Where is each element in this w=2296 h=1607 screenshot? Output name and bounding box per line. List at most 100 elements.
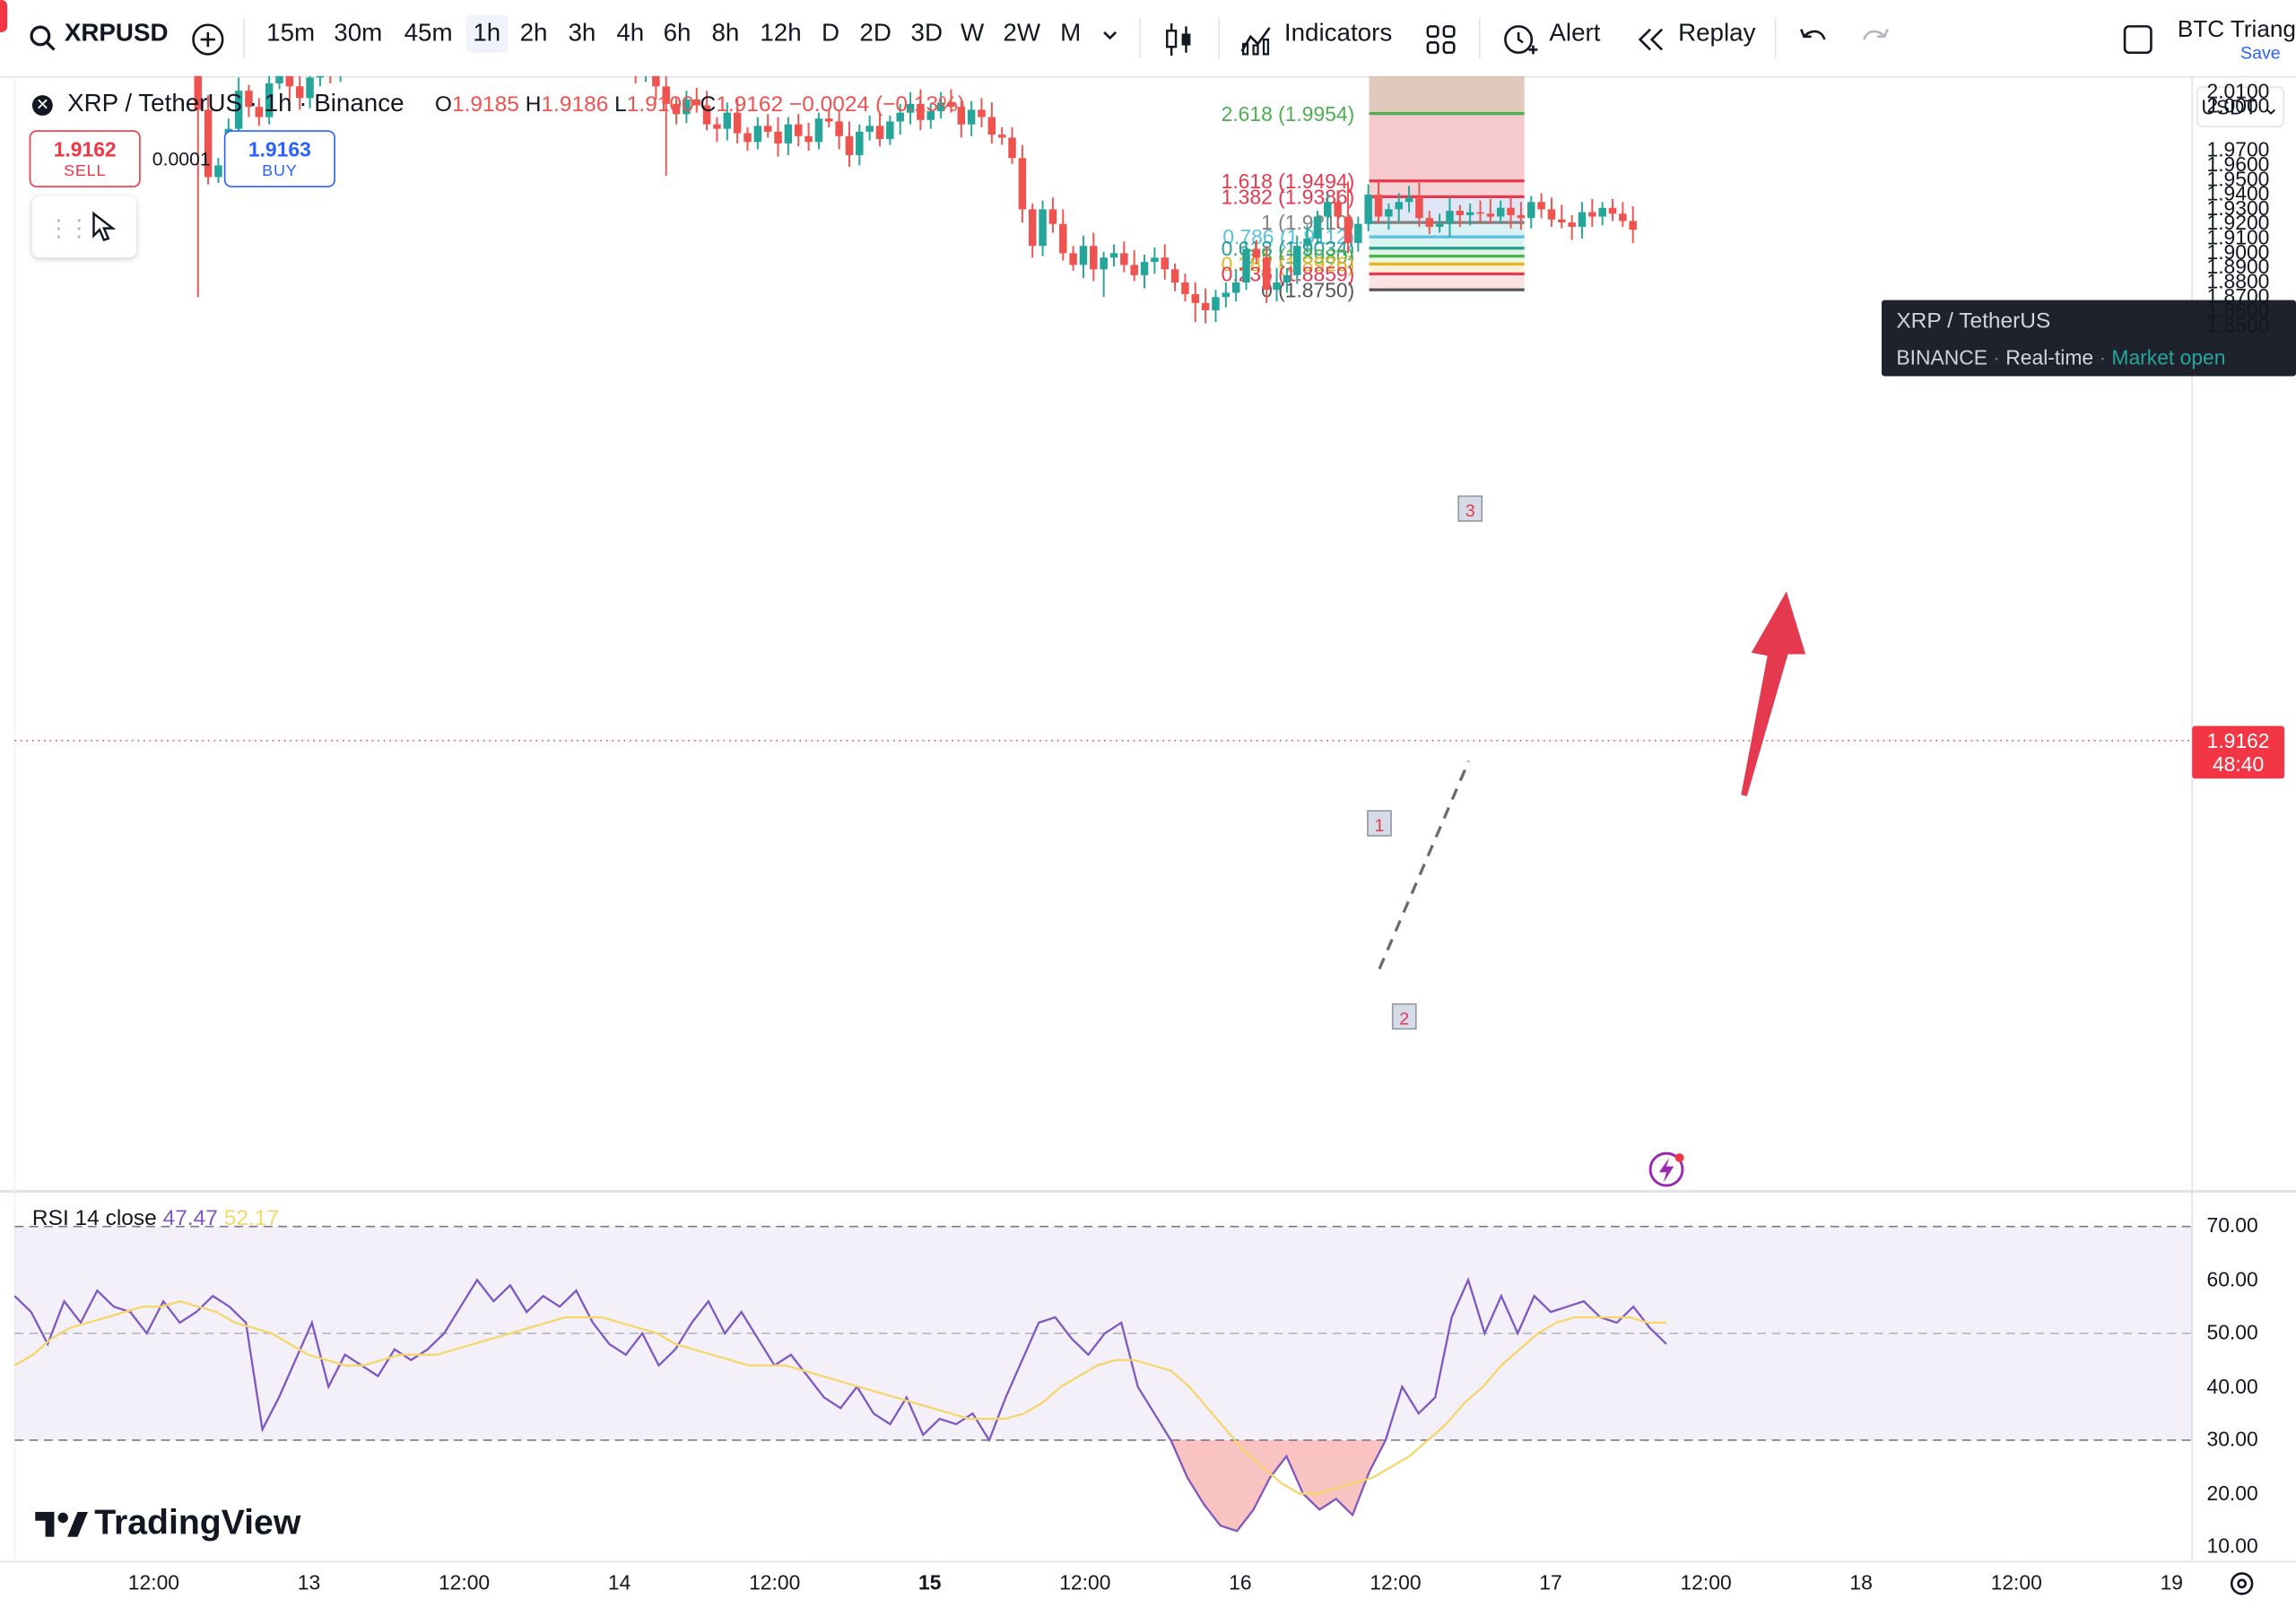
- fib-level-label-0: 2.618 (1.9954): [1222, 102, 1355, 126]
- candle: [1242, 242, 1250, 291]
- time-axis-label: 12:00: [127, 1570, 180, 1594]
- tradingview-logo[interactable]: TradingView: [35, 1503, 300, 1544]
- tf-2d[interactable]: 2D: [859, 19, 891, 48]
- tf-3d[interactable]: 3D: [910, 19, 944, 48]
- spread-value: 0.0001: [152, 147, 211, 170]
- candle: [306, 75, 314, 109]
- layout-square-icon[interactable]: [2122, 23, 2154, 56]
- fib-point-3[interactable]: 3: [1457, 495, 1483, 522]
- fib-trend-line[interactable]: [1378, 760, 1471, 970]
- candle: [896, 103, 904, 135]
- time-axis-label: 12:00: [1370, 1570, 1422, 1594]
- undo-icon[interactable]: [1798, 25, 1828, 51]
- chart-canvas[interactable]: 2.618 (1.9954) 1.618 (1.9494)1.382 (1.938…: [0, 75, 2296, 1607]
- candle: [1293, 235, 1301, 284]
- candle: [204, 95, 213, 185]
- tf-d[interactable]: D: [821, 19, 839, 48]
- tradingview-logo-icon: [35, 1511, 88, 1537]
- currency-selector[interactable]: USDT ⌄: [2196, 86, 2285, 127]
- time-axis-label: 14: [607, 1570, 631, 1594]
- time-axis-label: 12:00: [438, 1570, 491, 1594]
- tf-3h[interactable]: 3h: [568, 19, 596, 48]
- save-button[interactable]: Save: [2240, 42, 2281, 64]
- tf-30m[interactable]: 30m: [334, 19, 383, 48]
- time-axis-label: 16: [1229, 1570, 1252, 1594]
- candle: [865, 115, 874, 141]
- alert-button[interactable]: Alert: [1549, 19, 1601, 48]
- candle: [1415, 183, 1423, 227]
- tf-1h[interactable]: 1h: [465, 14, 509, 53]
- candle: [1496, 200, 1505, 223]
- candle: [329, 75, 332, 84]
- cursor-arrow-icon[interactable]: [91, 211, 117, 243]
- fib-point-2[interactable]: 2: [1391, 1003, 1417, 1030]
- drag-handle-icon[interactable]: ⋮⋮: [47, 216, 91, 242]
- candle: [926, 103, 935, 129]
- lightning-icon[interactable]: [1648, 1151, 1684, 1187]
- candle: [194, 75, 202, 298]
- templates-grid-icon[interactable]: [1425, 23, 1457, 56]
- candle: [917, 89, 925, 131]
- indicators-icon[interactable]: [1239, 22, 1274, 56]
- rsi-legend[interactable]: RSI 14 close 47.47 52.17: [31, 1205, 280, 1231]
- candle: [1598, 202, 1606, 226]
- candle: [814, 112, 823, 150]
- candle: [1324, 193, 1332, 230]
- chart-legend-title[interactable]: XRP / TetherUS · 1h · Binance: [67, 89, 404, 117]
- symbol-logo-icon: ✕: [31, 95, 53, 116]
- candle: [1395, 193, 1403, 222]
- candle: [339, 75, 342, 83]
- svg-text:3: 3: [1465, 501, 1475, 521]
- candle: [1385, 203, 1393, 230]
- time-axis-label: 15: [918, 1570, 942, 1594]
- sell-button[interactable]: 1.9162 SELL: [29, 130, 141, 187]
- tf-2h[interactable]: 2h: [519, 19, 548, 48]
- tf-w[interactable]: W: [961, 19, 985, 48]
- tf-m[interactable]: M: [1060, 19, 1082, 48]
- candle: [634, 75, 637, 84]
- rsi-axis-label: 30.00: [2206, 1427, 2258, 1451]
- chevron-down-icon[interactable]: [1101, 30, 1119, 44]
- candle: [1446, 197, 1454, 238]
- candle: [1191, 282, 1200, 323]
- tf-12h[interactable]: 12h: [760, 19, 802, 48]
- tf-2w[interactable]: 2W: [1003, 19, 1041, 48]
- buy-button[interactable]: 1.9163 BUY: [223, 130, 335, 187]
- candle-style-icon[interactable]: [1162, 21, 1195, 58]
- tf-6h[interactable]: 6h: [663, 19, 691, 48]
- candle: [683, 91, 691, 124]
- tf-4h[interactable]: 4h: [616, 19, 645, 48]
- candle: [875, 112, 884, 147]
- search-icon[interactable]: [30, 25, 56, 51]
- candle: [245, 84, 253, 117]
- alarm-clock-icon[interactable]: [1501, 21, 1539, 58]
- candle: [1008, 126, 1016, 164]
- candle: [1588, 198, 1596, 227]
- candle: [1526, 195, 1535, 229]
- candle: [906, 91, 915, 125]
- up-arrow-annotation[interactable]: [1741, 591, 1806, 796]
- tf-15m[interactable]: 15m: [266, 19, 316, 48]
- time-axis-label: 13: [297, 1570, 321, 1594]
- tf-8h[interactable]: 8h: [711, 19, 740, 48]
- candle: [845, 121, 854, 168]
- candle: [1222, 282, 1231, 308]
- symbol-search-button[interactable]: XRPUSD: [64, 19, 169, 48]
- candle: [692, 87, 701, 113]
- candle: [1476, 200, 1484, 223]
- replay-button[interactable]: Replay: [1678, 19, 1756, 48]
- candle: [1039, 200, 1047, 256]
- fib-point-1[interactable]: 1: [1367, 810, 1392, 837]
- tf-45m[interactable]: 45m: [404, 19, 453, 48]
- settings-gear-icon[interactable]: [2227, 1569, 2257, 1599]
- replay-rewind-icon[interactable]: [1636, 25, 1668, 55]
- layout-name[interactable]: BTC Triang: [2177, 17, 2296, 43]
- candle: [753, 117, 762, 150]
- candle: [1273, 267, 1281, 302]
- candle: [1283, 267, 1292, 293]
- redo-icon[interactable]: [1861, 25, 1891, 51]
- rsi-pane[interactable]: [13, 1225, 2193, 1533]
- indicators-button[interactable]: Indicators: [1283, 19, 1393, 48]
- add-symbol-icon[interactable]: [190, 22, 225, 56]
